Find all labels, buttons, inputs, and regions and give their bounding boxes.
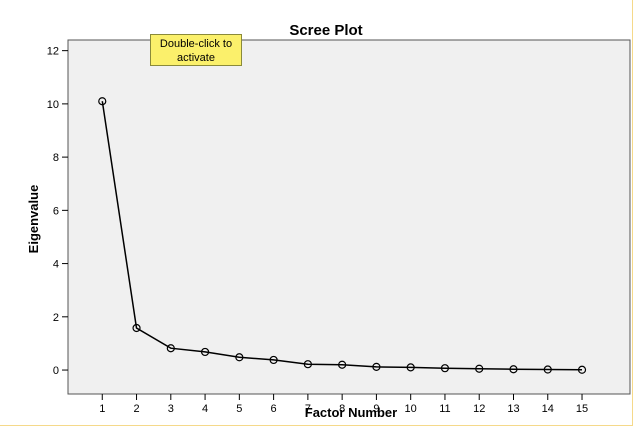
x-tick-label: 4: [202, 403, 208, 415]
x-tick-label: 6: [271, 403, 277, 415]
x-tick-label: 10: [405, 403, 417, 415]
data-point: [475, 364, 484, 373]
data-point: [200, 347, 210, 357]
y-tick-label: 0: [53, 365, 59, 377]
data-point: [235, 353, 244, 362]
y-tick-label: 2: [53, 312, 59, 324]
x-tick-label: 1: [99, 403, 105, 415]
series-markers: [98, 97, 587, 374]
x-tick-label: 8: [339, 403, 345, 415]
activate-tooltip[interactable]: Double-click to activate: [150, 34, 242, 66]
x-tick-label: 11: [439, 403, 450, 415]
x-tick-label: 3: [168, 403, 174, 415]
x-tick-label: 15: [576, 403, 588, 415]
data-point: [269, 355, 278, 365]
y-tick-label: 8: [53, 152, 59, 164]
x-tick-label: 7: [305, 403, 311, 415]
plot-area: [67, 39, 631, 395]
data-point: [132, 323, 141, 333]
data-point: [509, 365, 518, 374]
chart-title: Scree Plot: [289, 22, 362, 39]
x-axis: 1 2 3 4 5 6 7 8 9 10 11 12 13 14 15: [99, 394, 588, 415]
data-point: [98, 97, 107, 106]
y-axis: 0 2 4 6 8 10 12: [47, 46, 68, 377]
y-tick-label: 10: [47, 99, 59, 111]
x-tick-label: 2: [133, 403, 139, 415]
data-point: [543, 365, 552, 374]
series-line: [101, 101, 583, 371]
tooltip-line-1: Double-click to: [159, 38, 233, 50]
data-point: [406, 363, 415, 372]
y-tick-label: 4: [53, 259, 59, 271]
x-tick-label: 5: [236, 403, 242, 415]
y-tick-label: 12: [47, 46, 59, 58]
x-axis-label: Factor Number: [305, 405, 397, 420]
x-tick-label: 12: [473, 403, 485, 415]
data-point: [338, 360, 347, 369]
data-point: [577, 365, 587, 374]
data-point: [440, 364, 450, 373]
data-point: [166, 344, 175, 353]
tooltip-line-2: activate: [177, 52, 215, 64]
x-tick-label: 13: [507, 403, 519, 415]
x-tick-label: 14: [542, 403, 554, 415]
data-point: [303, 360, 312, 369]
y-axis-label: Eigenvalue: [26, 185, 41, 254]
y-tick-label: 6: [53, 205, 59, 217]
data-point: [372, 362, 381, 371]
x-tick-label: 9: [373, 403, 379, 415]
